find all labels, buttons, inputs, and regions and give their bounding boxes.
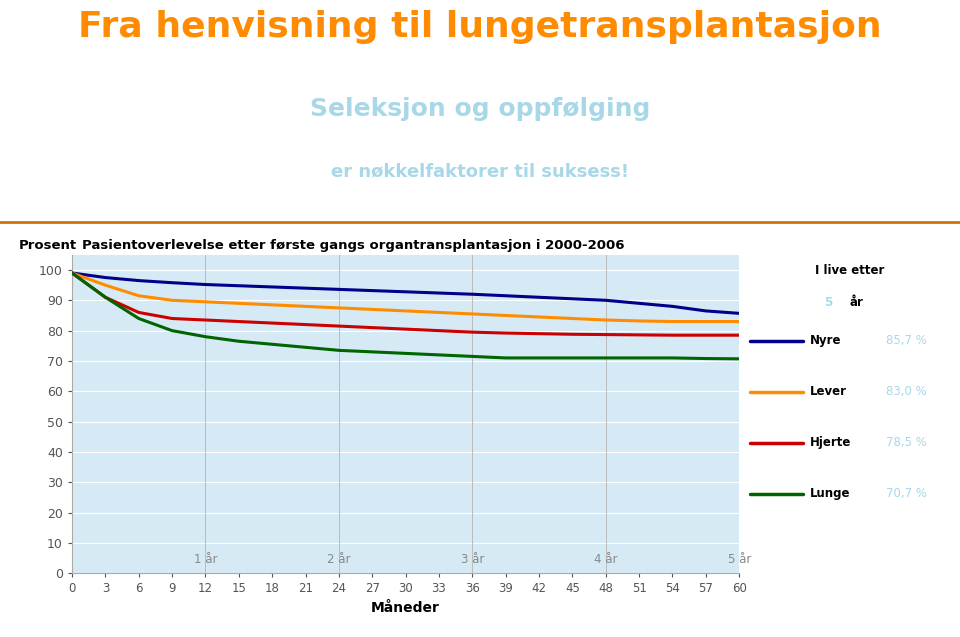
Text: 3 år: 3 år xyxy=(461,553,484,566)
Text: Prosent: Prosent xyxy=(19,239,78,252)
Text: er nøkkelfaktorer til suksess!: er nøkkelfaktorer til suksess! xyxy=(331,163,629,181)
Text: 78,5 %: 78,5 % xyxy=(885,436,926,449)
Text: 5: 5 xyxy=(825,296,832,309)
Text: 5 år: 5 år xyxy=(728,553,751,566)
Text: 4 år: 4 år xyxy=(594,553,617,566)
Text: 70,7 %: 70,7 % xyxy=(885,487,926,500)
Text: Lever: Lever xyxy=(809,385,847,398)
Text: år: år xyxy=(850,296,863,309)
X-axis label: Måneder: Måneder xyxy=(372,601,440,615)
Text: 1 år: 1 år xyxy=(194,553,217,566)
Text: Seleksjon og oppfølging: Seleksjon og oppfølging xyxy=(310,97,650,120)
Text: Lunge: Lunge xyxy=(809,487,850,500)
Text: 85,7 %: 85,7 % xyxy=(885,334,926,347)
Text: Nyre: Nyre xyxy=(809,334,841,347)
Text: 2 år: 2 år xyxy=(327,553,350,566)
Text: Pasientoverlevelse etter første gangs organtransplantasjon i 2000-2006: Pasientoverlevelse etter første gangs or… xyxy=(82,239,624,252)
Text: 83,0 %: 83,0 % xyxy=(885,385,926,398)
Text: Fra henvisning til lungetransplantasjon: Fra henvisning til lungetransplantasjon xyxy=(78,10,882,44)
Text: Hjerte: Hjerte xyxy=(809,436,851,449)
Text: I live etter: I live etter xyxy=(815,264,884,277)
